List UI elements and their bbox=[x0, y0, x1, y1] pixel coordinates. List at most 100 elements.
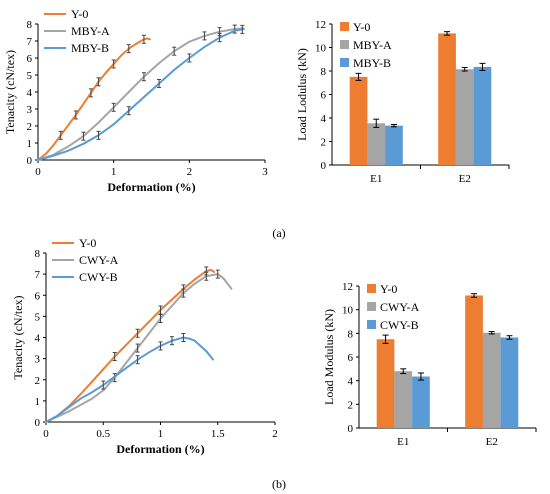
y-tick-label: 8 bbox=[35, 248, 41, 260]
y-tick-label: 8 bbox=[27, 19, 33, 31]
legend-swatch-Y-0 bbox=[367, 284, 376, 293]
data-point-CWY-B bbox=[188, 337, 191, 340]
data-point-Y-0 bbox=[171, 298, 173, 301]
series-line-Y-0 bbox=[45, 268, 215, 423]
data-point-MBY-B bbox=[143, 96, 145, 98]
data-point-MBY-B bbox=[52, 154, 55, 157]
data-point-Y-0 bbox=[213, 271, 216, 273]
data-point-CWY-B bbox=[90, 391, 93, 394]
y-tick-label: 12 bbox=[315, 19, 326, 31]
x-tick-label: 0 bbox=[35, 166, 41, 178]
series-line-CWY-A bbox=[45, 273, 233, 423]
data-point-CWY-B bbox=[212, 358, 215, 361]
data-point-Y-0 bbox=[90, 380, 93, 383]
y-tick-label: 7 bbox=[35, 269, 41, 281]
data-point-CWY-A bbox=[90, 397, 93, 400]
y-tick-label: 10 bbox=[342, 305, 354, 317]
y-tick-label: 0 bbox=[27, 155, 33, 167]
bar-Y-0-E2 bbox=[465, 295, 483, 428]
x-tick-label: 2 bbox=[272, 428, 278, 440]
legend-label-MBY-A: MBY-A bbox=[353, 38, 392, 52]
data-point-MBY-B bbox=[233, 29, 236, 32]
data-point-CWY-B bbox=[205, 350, 208, 353]
x-tick-label: 1 bbox=[158, 428, 164, 440]
y-tick-label: 4 bbox=[321, 113, 327, 125]
series-line-Y-0 bbox=[37, 37, 151, 161]
legend-label-Y-0: Y-0 bbox=[79, 236, 96, 250]
y-tick-label: 0 bbox=[348, 423, 354, 435]
data-point-MBY-B bbox=[173, 69, 176, 71]
data-point-Y-0 bbox=[120, 54, 123, 57]
data-point-CWY-A bbox=[193, 282, 196, 285]
data-point-MBY-B bbox=[82, 142, 85, 145]
y-tick-label: 8 bbox=[321, 66, 327, 78]
panel-label-b: (b) bbox=[272, 477, 286, 491]
y-tick-label: 0 bbox=[35, 417, 41, 429]
y-tick-label: 6 bbox=[321, 90, 327, 102]
chart-tenacity-cwy: 0 1 2 3 4 5 6 7 8 0 0.5 1 1.5 2 Deformation (%) Tenacit… bbox=[11, 236, 278, 456]
y-tick-label: 2 bbox=[348, 399, 354, 411]
category-label: E1 bbox=[397, 436, 409, 448]
x-tick-label: 1.5 bbox=[211, 428, 225, 440]
y-tick-label: 6 bbox=[348, 352, 354, 364]
data-point-CWY-A bbox=[102, 389, 105, 392]
y-tick-label: 12 bbox=[342, 281, 353, 293]
data-point-Y-0 bbox=[105, 71, 107, 74]
bar-MBY-A-E2 bbox=[455, 69, 474, 165]
data-point-Y-0 bbox=[135, 42, 138, 45]
x-tick-label: 0.5 bbox=[96, 428, 110, 440]
y-tick-label: 5 bbox=[35, 311, 41, 323]
chart-load-modulus-cwy: 0 2 4 6 8 10 12 E1 E2 Load Modulus (kN) Y-0 CWY-A CW… bbox=[322, 281, 537, 448]
bar-CWY-B-E1 bbox=[412, 376, 430, 428]
data-point-CWY-A bbox=[148, 332, 150, 335]
data-point-MBY-B bbox=[67, 149, 70, 152]
bar-MBY-B-E2 bbox=[473, 66, 492, 165]
y-axis-title: Tenacity (cN/tex) bbox=[3, 50, 17, 134]
data-point-Y-0 bbox=[52, 144, 55, 147]
legend-label-Y-0: Y-0 bbox=[71, 7, 88, 21]
bar-CWY-A-E2 bbox=[482, 332, 501, 428]
y-axis-title: Load Lodulus (kN) bbox=[295, 48, 309, 141]
panel-label-a: (a) bbox=[272, 226, 285, 240]
data-point-Y-0 bbox=[79, 393, 82, 396]
legend-swatch-MBY-A bbox=[340, 40, 349, 49]
data-point-MBY-B bbox=[112, 123, 115, 126]
bar-Y-0-E2 bbox=[438, 33, 456, 166]
y-tick-label: 0 bbox=[321, 160, 327, 172]
legend-label-MBY-B: MBY-B bbox=[71, 41, 109, 55]
data-point-Y-0 bbox=[67, 124, 70, 127]
data-point-CWY-B bbox=[68, 406, 70, 409]
y-tick-label: 6 bbox=[27, 53, 33, 65]
x-tick-label: 2 bbox=[187, 166, 193, 178]
legend-label-CWY-B: CWY-B bbox=[380, 318, 419, 332]
data-point-Y-0 bbox=[44, 153, 47, 155]
data-point-CWY-B bbox=[79, 397, 82, 400]
y-tick-label: 2 bbox=[35, 375, 41, 387]
y-axis-title: Tenacity (cN/tex) bbox=[11, 295, 25, 379]
y-tick-label: 3 bbox=[35, 354, 41, 366]
data-point-MBY-A bbox=[97, 121, 100, 124]
data-point-Y-0 bbox=[209, 269, 212, 271]
bar-CWY-A-E1 bbox=[394, 371, 413, 428]
data-point-CWY-B bbox=[193, 339, 196, 342]
data-point-CWY-B bbox=[148, 351, 150, 354]
y-tick-label: 1 bbox=[27, 138, 33, 150]
category-label: E2 bbox=[486, 436, 498, 448]
data-point-Y-0 bbox=[149, 38, 151, 41]
data-point-CWY-A bbox=[230, 288, 233, 290]
y-tick-label: 4 bbox=[27, 87, 33, 99]
data-point-Y-0 bbox=[193, 278, 196, 281]
data-point-CWY-A bbox=[125, 361, 128, 364]
y-tick-label: 4 bbox=[35, 333, 41, 345]
legend-label-Y-0: Y-0 bbox=[380, 282, 397, 296]
y-tick-label: 10 bbox=[315, 43, 327, 55]
bar-MBY-A-E1 bbox=[367, 123, 386, 165]
data-point-MBY-A bbox=[127, 91, 130, 93]
legend-swatch-CWY-A bbox=[367, 302, 376, 311]
series-line-MBY-B bbox=[37, 28, 244, 161]
data-point-CWY-A bbox=[68, 410, 70, 413]
x-axis-title: Deformation (%) bbox=[116, 442, 204, 456]
series-line-MBY-A bbox=[37, 27, 244, 161]
x-tick-label: 1 bbox=[111, 166, 117, 178]
legend-swatch-CWY-B bbox=[367, 320, 376, 329]
